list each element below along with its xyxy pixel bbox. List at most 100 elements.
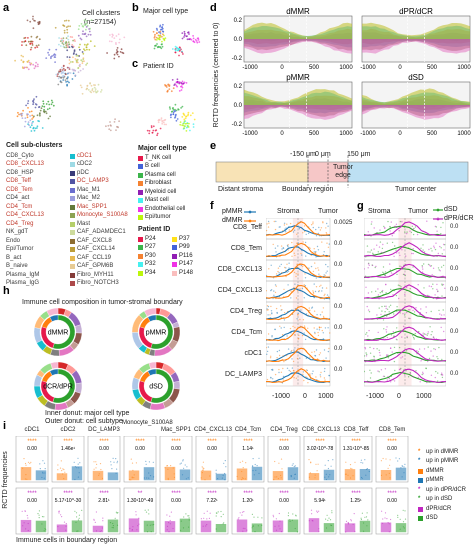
box-point [327,519,329,521]
box [323,469,335,481]
trace-point [381,289,384,292]
box [395,523,407,533]
p-value: 0.00 [171,446,181,452]
trace-point [409,288,411,290]
trace-point [280,316,282,318]
xtick-label: 500 [309,65,320,71]
umap-point [183,36,185,38]
trace-point [423,348,426,350]
umap-point [33,19,35,22]
umap-point [34,127,37,130]
trace-point [399,312,401,314]
trace-point [402,330,404,333]
umap-point [30,130,33,132]
umap-point [62,37,65,40]
trace-point [280,305,282,307]
umap-point [168,88,171,90]
umap-point [76,58,79,61]
frequency-band [362,105,470,120]
trace-point [439,245,441,248]
box-point [310,462,312,464]
trace-row-label: CD4_CXCL13 [217,287,262,294]
umap-point [80,23,83,25]
panel-label-a: a [3,2,10,14]
subcluster-label: cDC2 [77,161,93,168]
trace-point [406,311,408,314]
umap-point [57,73,59,76]
significance-stars: **** [279,439,289,445]
trace-point [303,284,305,286]
trace-row-tick: 0.0 [334,262,343,268]
frequency-band [244,89,352,105]
significance-stars: **** [387,439,397,445]
trace-point [412,228,414,230]
umap-point [80,86,83,89]
trace-point [377,331,379,334]
trace-point [420,360,422,362]
umap-point [77,67,80,69]
trace-point [297,312,299,315]
boxplot-column-title: CD8_Teff [343,427,369,433]
box-point [242,467,244,469]
boxplot-legend-entry: dSD [418,515,466,524]
umap-point [174,116,176,119]
outer-donut-slice [33,327,43,344]
box [92,470,104,481]
box-point [44,468,46,470]
umap-point [29,20,32,23]
trace-point [387,357,390,359]
trace-line [266,347,331,363]
umap-point [89,33,92,36]
umap-point [187,126,190,128]
box-point [75,512,78,514]
trace-point [318,327,321,329]
trace-point [421,266,424,268]
umap-point [36,125,39,128]
patient-label: P27 [145,244,156,251]
trace-point [440,266,443,268]
trace-point [382,271,384,273]
trace-point [297,338,299,340]
p-value: 1.30¹10^-49 [127,498,154,504]
box-point [360,461,362,464]
legend-swatch [418,516,423,522]
subcluster-label: CD4_act [6,195,30,202]
boxplot-column-title: cDC2 [60,427,76,433]
outer-donut-slice [172,326,181,343]
legend-swatch [172,236,177,242]
umap-point [20,59,23,61]
trace-point [364,348,367,350]
box-point [63,521,66,523]
umap-point [148,132,151,135]
subcluster-label: CD8_HSP [6,169,34,176]
subcluster-legend-col1: CD8_Cyto CD8_CXCL13 CD8_HSP CD8_Teff CD8_Tem… [6,152,44,288]
umap-point [35,95,38,98]
box-point [251,465,254,467]
box-point [404,518,407,520]
umap-point [179,123,182,126]
umap-point [31,114,34,117]
trace-row-tick: 0.0 [450,371,459,377]
f-xtick-2: 0 [303,393,307,400]
trace-point [430,350,432,352]
box-point [23,458,25,460]
umap-point [68,81,70,84]
umap-point [171,48,174,50]
box-point [208,517,210,519]
trace-point [440,226,442,229]
trace-point [315,228,317,231]
box-point [239,461,241,463]
trace-row-tick: 0.0 [450,266,459,272]
umap-point [162,121,165,124]
box [164,466,176,481]
box-point [81,509,83,511]
box-point [354,461,356,463]
trace-point [303,379,305,382]
boxplot-legend-label: up in dPR/dCR [426,486,467,493]
trace-point [266,305,269,307]
umap-point [74,69,77,72]
umap-point [154,129,157,132]
inner-donut-slice [49,368,59,376]
box-point [38,517,40,519]
trace-point [386,379,388,381]
